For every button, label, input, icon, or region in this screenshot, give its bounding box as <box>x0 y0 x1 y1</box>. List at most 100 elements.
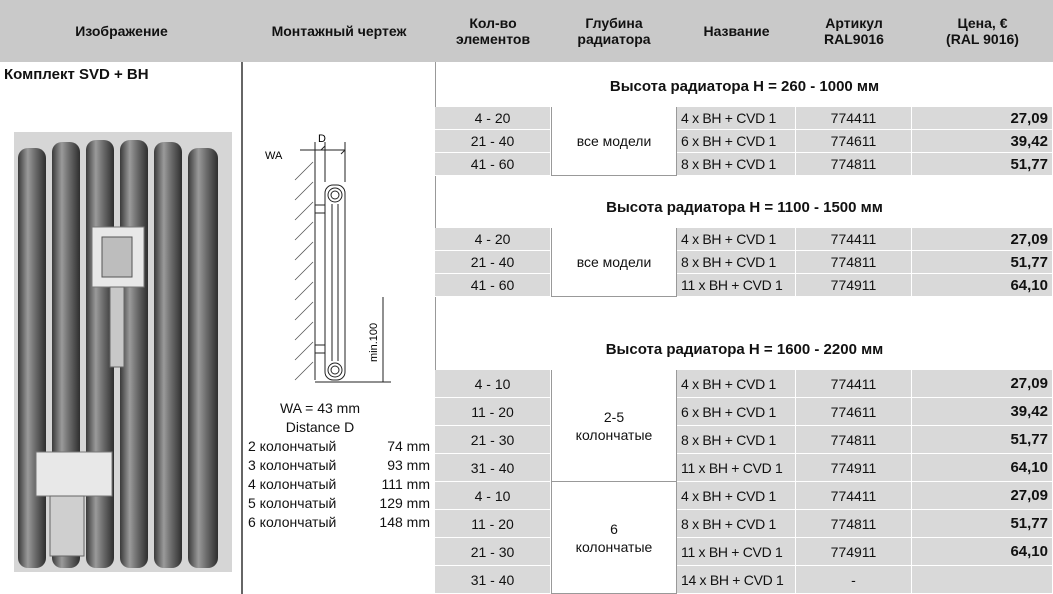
quantity: 11 - 20 <box>435 510 551 538</box>
distance-row: 5 колончатый 129 mm <box>248 495 430 511</box>
drawing-cell: D WA min.100 WA = 43 mm Distance D 2 кол… <box>243 62 435 594</box>
quantity: 21 - 30 <box>435 426 551 454</box>
distance-row: 3 колончатый 93 mm <box>248 457 430 473</box>
column-header: Артикул RAL9016 <box>796 0 912 62</box>
column-header: Глубина радиатора <box>551 0 677 62</box>
column-count: 3 колончатый <box>248 457 336 473</box>
article: 774911 <box>796 538 912 566</box>
distance-value: 93 mm <box>387 457 430 473</box>
wa-note: WA = 43 mm <box>243 400 397 416</box>
name: 11 x BH + CVD 1 <box>677 538 796 566</box>
column-header: Монтажный чертеж <box>243 0 435 62</box>
name: 4 x BH + CVD 1 <box>677 107 796 130</box>
name: 8 x BH + CVD 1 <box>677 153 796 176</box>
quantity: 21 - 30 <box>435 538 551 566</box>
price: 51,77 <box>912 510 1053 538</box>
price: 27,09 <box>912 370 1053 398</box>
article: 774811 <box>796 426 912 454</box>
section-title: Высота радиатора H = 1100 - 1500 мм <box>435 176 1053 228</box>
column-header: Изображение <box>0 0 243 62</box>
distance-title: Distance D <box>243 419 397 435</box>
distance-row: 6 колончатый 148 mm <box>248 514 430 530</box>
article: 774611 <box>796 398 912 426</box>
article: 774411 <box>796 107 912 130</box>
column-count: 4 колончатый <box>248 476 336 492</box>
depth: все модели <box>551 228 677 297</box>
name: 4 x BH + CVD 1 <box>677 482 796 510</box>
price: 39,42 <box>912 130 1053 153</box>
section-row: Комплект SVD + BH <box>0 62 1053 107</box>
quantity: 21 - 40 <box>435 130 551 153</box>
quantity: 41 - 60 <box>435 274 551 297</box>
column-count: 2 колончатый <box>248 438 336 454</box>
distance-value: 74 mm <box>387 438 430 454</box>
price: 64,10 <box>912 538 1053 566</box>
name: 6 x BH + CVD 1 <box>677 130 796 153</box>
article: 774411 <box>796 482 912 510</box>
price: 39,42 <box>912 398 1053 426</box>
table-body: Комплект SVD + BH <box>0 62 1053 594</box>
price: 27,09 <box>912 107 1053 130</box>
column-header: Цена, € (RAL 9016) <box>912 0 1053 62</box>
column-header: Кол-во элементов <box>435 0 551 62</box>
article: 774911 <box>796 454 912 482</box>
section-title: Высота радиатора H = 260 - 1000 мм <box>435 62 1053 107</box>
article: 774811 <box>796 251 912 274</box>
depth: 2-5 колончатые <box>551 370 677 482</box>
article: 774811 <box>796 153 912 176</box>
name: 11 x BH + CVD 1 <box>677 454 796 482</box>
image-cell: Комплект SVD + BH <box>0 62 241 594</box>
price: 27,09 <box>912 482 1053 510</box>
product-title: Комплект SVD + BH <box>4 66 149 83</box>
label-min: min.100 <box>368 323 380 362</box>
column-count: 5 колончатый <box>248 495 336 511</box>
article: 774811 <box>796 510 912 538</box>
quantity: 4 - 20 <box>435 228 551 251</box>
depth: все модели <box>551 107 677 176</box>
article: 774611 <box>796 130 912 153</box>
quantity: 31 - 40 <box>435 454 551 482</box>
name: 8 x BH + CVD 1 <box>677 510 796 538</box>
article: 774911 <box>796 274 912 297</box>
quantity: 4 - 10 <box>435 482 551 510</box>
price: 64,10 <box>912 454 1053 482</box>
page: ИзображениеМонтажный чертежКол-во элемен… <box>0 0 1053 594</box>
article: - <box>796 566 912 594</box>
quantity: 4 - 20 <box>435 107 551 130</box>
mounting-drawing: D WA min.100 <box>243 62 433 392</box>
distance-value: 148 mm <box>379 514 430 530</box>
image-column: Комплект SVD + BH <box>0 62 243 594</box>
column-header: Название <box>677 0 796 62</box>
distance-value: 129 mm <box>379 495 430 511</box>
column-count: 6 колончатый <box>248 514 336 530</box>
quantity: 4 - 10 <box>435 370 551 398</box>
name: 8 x BH + CVD 1 <box>677 426 796 454</box>
depth: 6 колончатые <box>551 482 677 594</box>
name: 14 x BH + CVD 1 <box>677 566 796 594</box>
price: 51,77 <box>912 426 1053 454</box>
article: 774411 <box>796 370 912 398</box>
label-d: D <box>318 133 326 145</box>
article: 774411 <box>796 228 912 251</box>
price: 64,10 <box>912 274 1053 297</box>
name: 4 x BH + CVD 1 <box>677 370 796 398</box>
price: 51,77 <box>912 153 1053 176</box>
quantity: 31 - 40 <box>435 566 551 594</box>
label-wa: WA <box>265 150 283 162</box>
distance-value: 111 mm <box>382 476 431 492</box>
section-title: Высота радиатора H = 1600 - 2200 мм <box>435 297 1053 370</box>
distance-row: 2 колончатый 74 mm <box>248 438 430 454</box>
drawing-column: D WA min.100 WA = 43 mm Distance D 2 кол… <box>243 62 435 594</box>
distance-row: 4 колончатый 111 mm <box>248 476 430 492</box>
name: 8 x BH + CVD 1 <box>677 251 796 274</box>
price: 51,77 <box>912 251 1053 274</box>
price <box>912 566 1053 594</box>
price: 27,09 <box>912 228 1053 251</box>
quantity: 41 - 60 <box>435 153 551 176</box>
radiator-photo <box>14 132 232 572</box>
name: 11 x BH + CVD 1 <box>677 274 796 297</box>
name: 6 x BH + CVD 1 <box>677 398 796 426</box>
quantity: 11 - 20 <box>435 398 551 426</box>
price-table: ИзображениеМонтажный чертежКол-во элемен… <box>0 0 1053 594</box>
